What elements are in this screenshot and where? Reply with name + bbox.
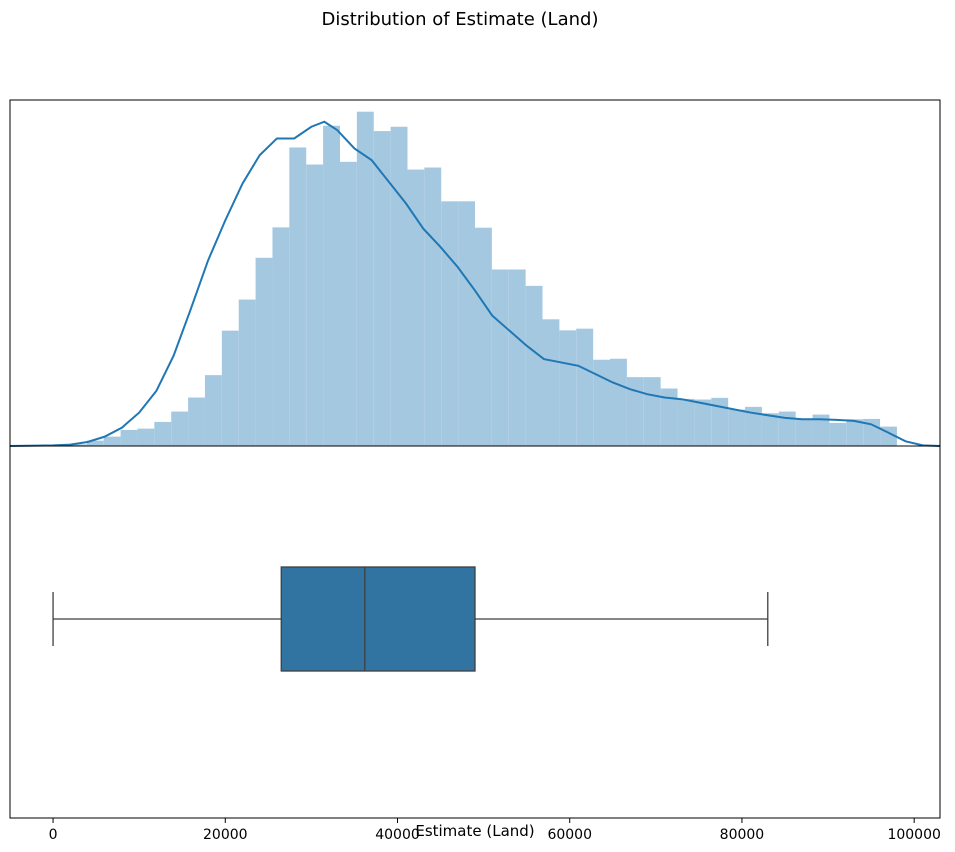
boxplot-frame xyxy=(9,445,941,819)
histogram-bars xyxy=(53,111,897,447)
histogram-bar xyxy=(289,147,307,447)
histogram-bar xyxy=(120,429,138,446)
histogram-bar xyxy=(306,164,324,446)
histogram-bar xyxy=(711,397,729,446)
x-tick-label: 100000 xyxy=(887,827,940,843)
histogram-bar xyxy=(356,111,374,446)
histogram-bar xyxy=(137,428,155,446)
histogram-bar xyxy=(188,397,205,446)
histogram-bar xyxy=(626,377,644,446)
histogram-bar xyxy=(272,227,290,446)
x-tick-label: 0 xyxy=(49,827,58,843)
histogram-bar xyxy=(221,330,239,446)
histogram-bar xyxy=(542,319,560,446)
boxplot-box xyxy=(280,566,476,672)
histogram-bar xyxy=(660,388,678,446)
histogram-bar xyxy=(812,414,830,446)
histogram-bar xyxy=(204,375,222,446)
histogram-bar xyxy=(491,269,509,446)
histogram-bar xyxy=(69,444,87,446)
histogram-bar xyxy=(728,409,746,446)
histogram-bar xyxy=(761,413,779,446)
histogram-bar xyxy=(373,131,391,447)
histogram-bar xyxy=(508,269,526,446)
histogram-bar xyxy=(795,418,813,446)
histogram-bar xyxy=(339,161,357,447)
histogram-bar xyxy=(846,419,864,446)
histogram-panel xyxy=(9,111,941,447)
histogram-bar xyxy=(255,257,273,446)
chart-title: Distribution of Estimate (Land) xyxy=(322,9,599,30)
x-tick-label: 20000 xyxy=(203,827,248,843)
histogram-bar xyxy=(643,377,661,446)
histogram-bar xyxy=(576,328,594,446)
histogram-bar xyxy=(745,406,762,446)
histogram-bar xyxy=(610,358,627,446)
histogram-bar xyxy=(323,125,340,447)
histogram-bar xyxy=(829,422,847,446)
histogram-bar xyxy=(677,398,695,446)
x-axis-ticks: 0 20000 40000 60000 80000 100000 xyxy=(49,818,941,843)
histogram-bar xyxy=(475,227,492,446)
kde-curve xyxy=(9,120,941,447)
histogram-bar xyxy=(103,436,121,446)
histogram-bar xyxy=(238,299,256,446)
histogram-bar xyxy=(559,330,577,446)
histogram-bar xyxy=(441,201,459,446)
histogram-bar xyxy=(778,411,796,446)
histogram-bar xyxy=(593,359,611,446)
histogram-bar xyxy=(525,285,543,446)
histogram-bar xyxy=(694,399,712,446)
histogram-bar xyxy=(86,440,104,446)
histogram-bar xyxy=(458,201,475,446)
histogram-bar xyxy=(424,167,442,446)
histogram-bar xyxy=(171,411,189,446)
histogram-bar xyxy=(407,169,425,446)
histogram-bar xyxy=(154,421,172,446)
x-axis-label: Estimate (Land) xyxy=(415,822,534,840)
x-tick-label: 80000 xyxy=(720,827,765,843)
histogram-bar xyxy=(390,126,408,446)
boxplot-panel xyxy=(52,566,769,672)
x-tick-label: 40000 xyxy=(375,827,420,843)
x-tick-label: 60000 xyxy=(547,827,592,843)
